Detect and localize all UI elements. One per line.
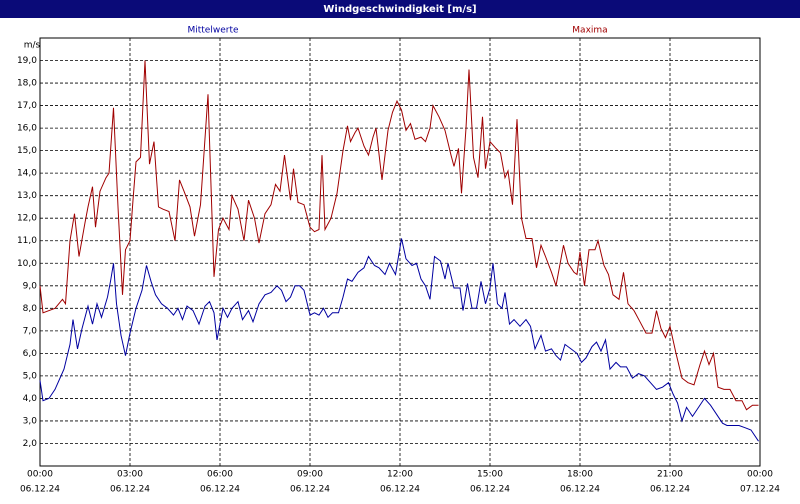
x-tick-date: 06.12.24 <box>650 485 690 495</box>
x-tick-label: 12:00 <box>387 470 413 480</box>
x-tick-date: 06.12.24 <box>200 485 240 495</box>
y-unit: m/s <box>24 41 41 51</box>
y-tick-label: 8,0 <box>23 304 38 314</box>
plot-area <box>39 37 761 467</box>
y-tick-label: 19,0 <box>17 56 37 66</box>
x-tick-date: 06.12.24 <box>560 485 600 495</box>
y-tick-label: 13,0 <box>17 191 37 201</box>
x-tick-label: 03:00 <box>117 470 143 480</box>
x-tick-date: 07.12.24 <box>740 485 780 495</box>
y-tick-label: 11,0 <box>17 236 37 246</box>
x-tick-date: 06.12.24 <box>290 485 330 495</box>
series-line <box>39 60 759 411</box>
x-tick-label: 00:00 <box>27 470 53 480</box>
y-tick-label: 18,0 <box>17 79 37 89</box>
y-tick-label: 5,0 <box>23 371 38 381</box>
title-bar <box>0 0 800 18</box>
y-tick-label: 10,0 <box>17 259 37 269</box>
x-tick-label: 06:00 <box>207 470 233 480</box>
chart-title: Windgeschwindigkeit [m/s] <box>323 4 476 15</box>
y-tick-label: 16,0 <box>17 124 37 134</box>
y-tick-label: 9,0 <box>23 281 38 291</box>
x-tick-label: 00:00 <box>747 470 773 480</box>
y-tick-label: 7,0 <box>23 326 38 336</box>
x-tick-date: 06.12.24 <box>20 485 60 495</box>
y-tick-label: 2,0 <box>23 439 38 449</box>
x-tick-label: 21:00 <box>657 470 683 480</box>
y-tick-label: 6,0 <box>23 349 38 359</box>
series-line <box>39 238 759 442</box>
x-tick-date: 06.12.24 <box>380 485 420 495</box>
x-tick-date: 06.12.24 <box>110 485 150 495</box>
x-tick-label: 18:00 <box>567 470 593 480</box>
y-tick-label: 4,0 <box>23 394 38 404</box>
y-tick-label: 3,0 <box>23 416 38 426</box>
y-tick-label: 17,0 <box>17 101 37 111</box>
x-tick-label: 15:00 <box>477 470 503 480</box>
y-tick-label: 15,0 <box>17 146 37 156</box>
x-tick-label: 09:00 <box>297 470 323 480</box>
x-tick-date: 06.12.24 <box>470 485 510 495</box>
y-tick-label: 14,0 <box>17 169 37 179</box>
y-tick-label: 12,0 <box>17 214 37 224</box>
legend-label: Mittelwerte <box>187 26 238 36</box>
legend-label: Maxima <box>572 26 607 36</box>
